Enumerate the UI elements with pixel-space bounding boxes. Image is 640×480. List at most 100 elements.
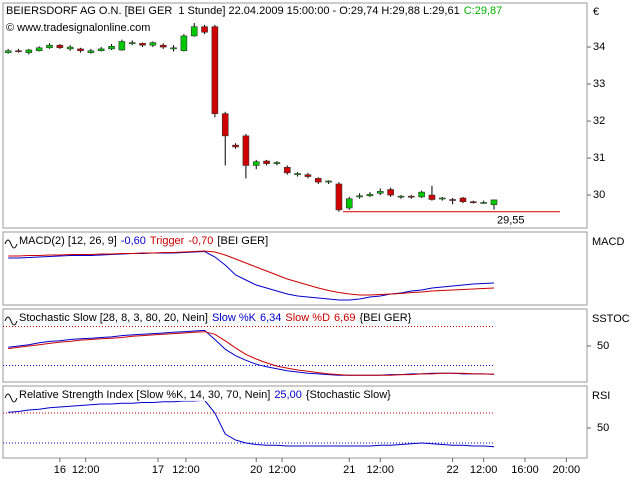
candle-body [490, 199, 498, 205]
candle-body [273, 162, 281, 164]
candle-body [438, 197, 446, 200]
candle-body [470, 201, 477, 204]
candle-body [294, 173, 301, 176]
candle-body [201, 26, 208, 33]
x-tick-label: 21 [343, 464, 355, 476]
panel-header: Stochastic Slow [28, 8, 3, 80, 20, Nein]… [19, 312, 412, 324]
candle-body [97, 48, 105, 52]
y-tick-label: 50 [597, 422, 609, 434]
candle-body [335, 183, 343, 211]
candle-body [304, 174, 312, 177]
candle-body [232, 144, 239, 148]
candle-body [242, 135, 250, 166]
y-tick-label: 50 [597, 340, 609, 352]
x-tick-label: 16 [54, 464, 66, 476]
legend-name: Trigger [150, 235, 185, 247]
panel-icon [4, 393, 18, 403]
candle-body [56, 44, 64, 49]
candle-body [87, 50, 95, 53]
candle-body [366, 194, 374, 197]
header-background [18, 311, 413, 324]
candle-body [449, 199, 456, 201]
candle-body [149, 42, 157, 46]
candle-body [46, 44, 53, 49]
series-line [8, 331, 495, 376]
candle-body [283, 167, 291, 174]
panel-label: SSTOC [592, 313, 630, 325]
candle-body [263, 160, 270, 164]
series-line [8, 250, 495, 301]
series-line [8, 250, 495, 296]
candle-body [118, 41, 126, 51]
x-tick-label: 12:00 [470, 464, 498, 476]
candle-body [180, 35, 188, 52]
x-tick-label: 16:00 [511, 464, 539, 476]
panel-frame [2, 385, 588, 459]
candle-body [387, 189, 394, 196]
legend-name: Slow %K [212, 312, 257, 324]
candle-body [252, 161, 260, 166]
x-tick-label: 12:00 [72, 464, 100, 476]
header-suffix: {Stochastic Slow} [306, 389, 391, 401]
y-tick-label: 32 [593, 115, 605, 127]
panel-label: RSI [592, 390, 610, 402]
header-background [5, 21, 152, 34]
x-tick-label: 12:00 [268, 464, 296, 476]
panel-header: Relative Strength Index [Slow %K, 14, 30… [19, 389, 391, 401]
header-text: Relative Strength Index [Slow %K, 14, 30… [19, 389, 270, 401]
y-tick-label: 33 [593, 78, 605, 90]
candle-body [480, 202, 487, 204]
candle-body [459, 197, 467, 203]
candle-body [159, 44, 167, 48]
x-tick-label: 12:00 [367, 464, 395, 476]
panel-frame [2, 231, 588, 306]
axis-unit: € [593, 6, 599, 18]
series-line [8, 329, 495, 376]
candle-body [108, 45, 115, 50]
overlay-layer: BEIERSDORF AG O.N. [BEI GER 1 Stunde] 22… [4, 4, 504, 403]
panel-label: MACD [592, 236, 624, 248]
candle-body [190, 26, 198, 37]
candle-body [345, 198, 353, 209]
candle-body [397, 195, 405, 198]
candle-body [221, 113, 229, 137]
candle-body [35, 47, 43, 52]
x-tick-label: 17 [152, 464, 164, 476]
candle-body [428, 194, 436, 200]
header-text: MACD(2) [12, 26, 9] [19, 235, 117, 247]
y-tick-label: 34 [593, 41, 605, 53]
panel-header: MACD(2) [12, 26, 9] -0,60 Trigger -0,70 [BEI… [19, 235, 268, 247]
legend-value: -0,70 [188, 235, 213, 247]
x-tick-label: 22 [447, 464, 459, 476]
candle-body [314, 178, 322, 183]
candle-body [211, 26, 219, 114]
legend-value: -0,60 [121, 235, 146, 247]
y-tick-label: 30 [593, 189, 605, 201]
plot-layer: 30 31 32 33 34 €29,55 MACD 50 SSTOC 50 RSI 16 12:00 1… [2, 2, 630, 476]
candle-body [407, 195, 415, 198]
candle-body [25, 49, 33, 53]
candle-body [418, 191, 425, 198]
watermark: © www.tradesignalonline.com [6, 22, 150, 34]
title-text: BEIERSDORF AG O.N. [BEI GER 1 Stunde] 22… [6, 5, 460, 17]
header-suffix: [BEI GER] [217, 235, 268, 247]
y-tick-label: 31 [593, 152, 605, 164]
panel-icon [4, 316, 18, 326]
series-line [8, 399, 495, 448]
candle-body [128, 42, 136, 44]
panel-frame [2, 2, 588, 229]
candle-body [15, 50, 22, 53]
header-background [5, 4, 504, 17]
chart-title: BEIERSDORF AG O.N. [BEI GER 1 Stunde] 22… [6, 5, 502, 17]
candle-body [325, 180, 332, 183]
price-line-label: 29,55 [497, 215, 525, 227]
candle-body [66, 46, 74, 50]
legend-name: Slow %D [285, 312, 330, 324]
candle-body [170, 47, 177, 50]
header-suffix: {BEI GER} [359, 312, 411, 324]
candle-body [356, 195, 363, 198]
header-background [18, 388, 393, 401]
panel-icon [4, 239, 18, 249]
candle-body [4, 50, 12, 53]
